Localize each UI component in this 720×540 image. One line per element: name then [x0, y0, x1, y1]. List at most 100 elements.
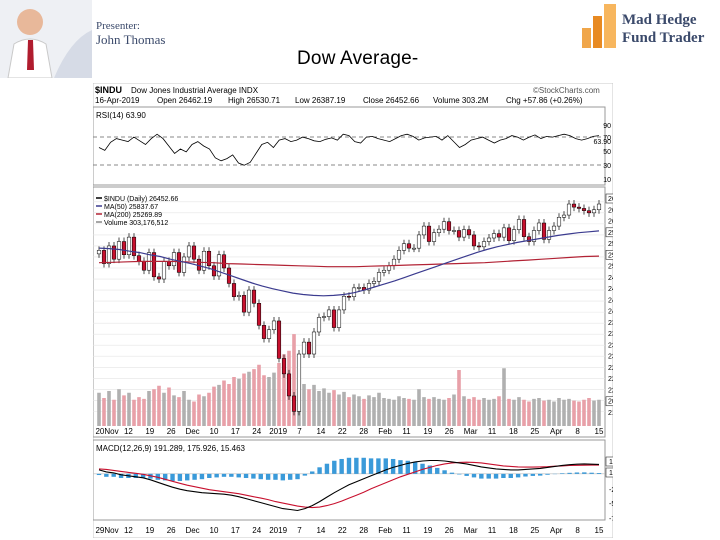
price-axis-tick: 26000: [608, 219, 613, 226]
volume-bar: [387, 398, 391, 426]
volume-bar: [267, 377, 271, 426]
volume-bar: [187, 399, 191, 426]
candle-body: [216, 254, 222, 277]
candle-body: [581, 208, 587, 211]
volume-bar: [457, 370, 461, 426]
quote-chg: Chg +57.86 (+0.26%): [506, 96, 583, 105]
x-axis-label: 2019: [269, 427, 287, 436]
macd-hist-bar: [162, 473, 168, 481]
chart-symbol: $INDU: [95, 85, 122, 95]
macd-hist-bar: [427, 465, 433, 474]
volume-bar: [257, 364, 261, 426]
rsi-axis-tick: 90: [603, 123, 611, 130]
x-axis-label: 14: [316, 526, 325, 535]
volume-bar: [407, 398, 411, 426]
volume-bar: [597, 399, 601, 426]
volume-bar: [142, 398, 146, 426]
volume-bar: [197, 394, 201, 426]
candle-body: [501, 227, 507, 238]
macd-hist-bar: [442, 470, 447, 474]
x-axis-label: 18: [509, 526, 518, 535]
quote-high: High 26530.71: [228, 96, 281, 105]
x-axis-label: 19: [145, 526, 154, 535]
volume-bar: [557, 398, 561, 426]
candle-body: [381, 269, 387, 273]
macd-hist-bar: [523, 473, 528, 477]
macd-hist-bar: [214, 473, 219, 478]
x-axis-label: 17: [231, 427, 240, 436]
x-axis-label: 19: [145, 427, 154, 436]
candle-body: [231, 283, 237, 297]
volume-bar: [427, 398, 431, 426]
quote-low: Low 26387.19: [295, 96, 346, 105]
candle-body: [571, 203, 577, 208]
candle-body: [481, 241, 487, 248]
x-axis-label: 10: [210, 427, 219, 436]
x-axis-label: 28: [359, 526, 368, 535]
candle-body: [446, 221, 452, 231]
macd-hist-bar: [207, 473, 212, 479]
volume-bar: [582, 399, 586, 426]
x-axis-label: 26: [167, 427, 176, 436]
candle-body: [266, 329, 272, 339]
candle-body: [306, 341, 312, 355]
candle-body: [101, 250, 107, 264]
candle-body: [476, 245, 482, 248]
volume-bar: [322, 388, 326, 426]
volume-bar: [412, 399, 416, 426]
candle-body: [516, 219, 522, 230]
candle-body: [551, 225, 557, 231]
candle-body: [496, 233, 502, 238]
volume-bar: [502, 368, 506, 426]
candle-body: [201, 250, 207, 271]
macd-hist-bar: [398, 460, 403, 474]
macd-axis-tick: -500: [609, 501, 613, 508]
volume-bar: [422, 397, 426, 426]
candle-body: [576, 206, 582, 209]
macd-hist-bar: [560, 473, 565, 474]
price-axis-tick: 20317051: [608, 399, 613, 406]
candle-body: [106, 245, 112, 264]
macd-hist-bar: [133, 473, 138, 479]
candle-body: [596, 203, 602, 211]
rsi-axis-tick: 30: [603, 163, 611, 170]
volume-bar: [177, 397, 181, 426]
price-axis-tick: 25837.67: [608, 230, 613, 237]
x-axis-label: 25: [530, 427, 539, 436]
candle-body: [471, 234, 477, 247]
volume-bar: [227, 384, 231, 426]
x-axis-label: 18: [509, 427, 518, 436]
x-axis-label: Mar: [464, 427, 478, 436]
price-axis-tick: 25600: [608, 241, 613, 248]
price-axis-tick: 24750: [608, 275, 613, 282]
candle-body: [181, 256, 187, 273]
macd-hist-bar: [339, 458, 344, 474]
macd-hist-bar: [185, 473, 190, 481]
macd-hist-bar: [501, 473, 506, 479]
volume-bar: [262, 375, 266, 426]
macd-hist-bar: [287, 473, 293, 480]
candle-body: [276, 320, 282, 359]
macd-hist-bar: [479, 473, 484, 479]
rsi-label: RSI(14) 63.90: [96, 111, 146, 120]
volume-bar: [587, 398, 591, 426]
volume-bar: [507, 398, 511, 426]
candle-body: [436, 228, 442, 233]
candle-body: [556, 217, 562, 227]
price-axis-highlight: [605, 396, 613, 407]
candle-body: [586, 210, 592, 214]
macd-hist-bar: [515, 473, 521, 478]
macd-hist-bar: [317, 467, 322, 474]
candle-body: [111, 245, 117, 260]
chart-date: 16-Apr-2019: [95, 96, 140, 105]
volume-bar: [572, 400, 576, 426]
volume-bar: [277, 363, 281, 426]
volume-bar: [127, 392, 131, 426]
x-axis-label: 15: [595, 526, 604, 535]
volume-bar: [452, 394, 456, 426]
x-axis-label: 11: [402, 526, 411, 535]
macd-hist-bar: [582, 472, 587, 474]
macd-hist-bar: [574, 472, 580, 474]
macd-hist-bar: [111, 473, 116, 477]
volume-bar: [522, 399, 526, 426]
